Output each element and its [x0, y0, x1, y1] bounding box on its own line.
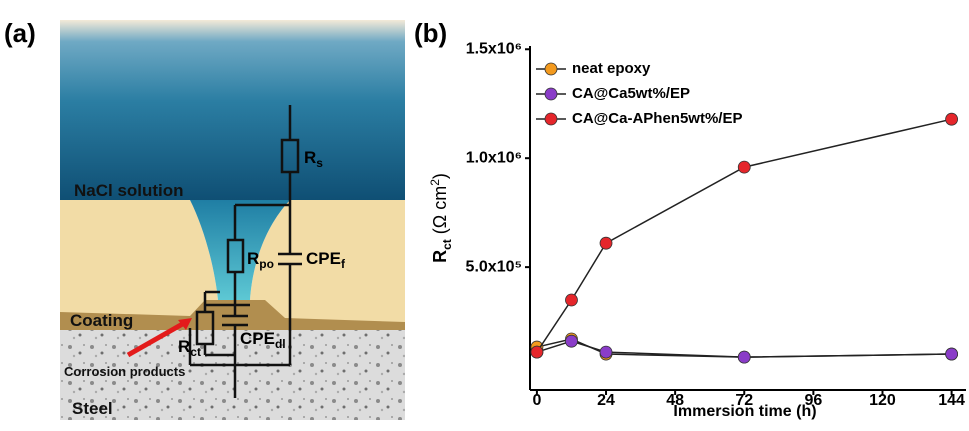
legend-label: CA@Ca-APhen5wt%/EP — [572, 110, 743, 127]
point — [945, 112, 959, 126]
legend-marker — [544, 62, 558, 76]
point — [530, 345, 544, 359]
steel-layer — [60, 330, 405, 420]
arrow-head — [178, 318, 192, 330]
point — [565, 334, 578, 348]
point — [737, 160, 751, 174]
y-tick-label: 1.0x10⁶ — [466, 149, 522, 166]
x-tick-label: 144 — [938, 392, 965, 409]
panel-a: (a) NaCl solution Coating Steel Corrosio… — [4, 18, 405, 420]
legend-label: CA@Ca5wt%/EP — [572, 85, 690, 102]
circuit — [188, 105, 302, 398]
element-label: CPEf — [306, 249, 346, 271]
element-label: Rct — [178, 337, 201, 359]
point — [599, 345, 613, 359]
element-label: Rpo — [247, 249, 274, 271]
y-tick-label: 5.0x10⁵ — [466, 258, 522, 275]
x-tick-label: 72 — [735, 392, 753, 409]
element-label: Rs — [304, 148, 323, 170]
x-tick-label: 0 — [532, 392, 541, 409]
solution — [60, 20, 405, 200]
x-axis-label: Immersion time (h) — [673, 403, 816, 420]
label: Coating — [70, 311, 133, 330]
legend-label: neat epoxy — [572, 60, 651, 77]
element-label: CPEdl — [240, 329, 286, 351]
pore — [190, 200, 290, 300]
coating-layer — [60, 200, 405, 330]
arrow — [126, 319, 188, 358]
panel-b: (b) Immersion time (h) Rct (Ω cm2) 0 24 48… — [414, 18, 966, 420]
x-tick-label: 48 — [666, 392, 684, 409]
point — [599, 236, 613, 250]
point — [565, 293, 578, 307]
panel-label: (b) — [414, 18, 447, 48]
y-tick-label: 1.5x10⁶ — [466, 40, 522, 57]
x-tick-label: 24 — [597, 392, 615, 409]
x-tick-label: 96 — [804, 392, 822, 409]
point — [737, 350, 751, 364]
point — [945, 347, 959, 361]
label: Steel — [72, 399, 113, 418]
legend-marker — [544, 112, 558, 126]
panel-label: (a) — [4, 18, 36, 48]
y-axis-label: Rct (Ω cm2) — [428, 173, 454, 263]
x-tick-label: 120 — [869, 392, 896, 409]
series-line — [536, 118, 952, 353]
label: Corrosion products — [64, 364, 185, 379]
label: NaCl solution — [74, 181, 184, 200]
legend-marker — [544, 87, 558, 101]
